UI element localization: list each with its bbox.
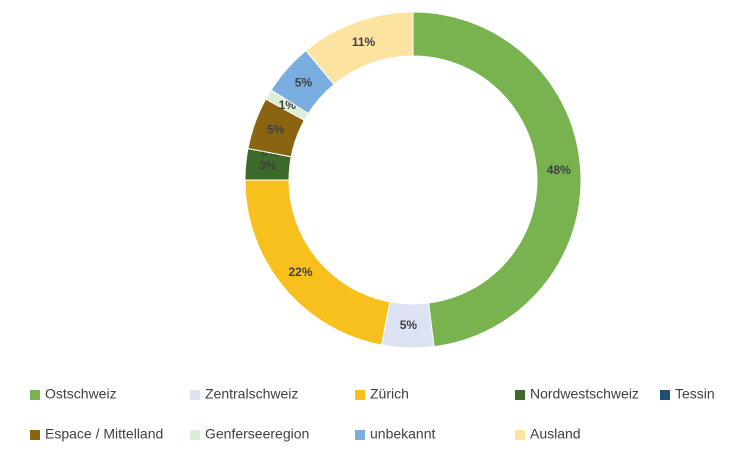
legend-swatch — [515, 390, 525, 400]
data-label: 5% — [400, 318, 418, 332]
legend-swatch — [355, 430, 365, 440]
data-label: 5% — [267, 123, 285, 137]
legend-label: Ostschweiz — [45, 386, 117, 402]
legend-swatch — [30, 430, 40, 440]
legend-swatch — [660, 390, 670, 400]
legend-swatch — [355, 390, 365, 400]
data-label: 5% — [295, 76, 313, 90]
legend-swatch — [515, 430, 525, 440]
legend-label: Nordwestschweiz — [530, 386, 639, 402]
legend-label: Espace / Mittelland — [45, 426, 163, 442]
legend-label: Tessin — [675, 386, 715, 402]
legend-swatch — [190, 430, 200, 440]
legend-label: Zentralschweiz — [205, 386, 298, 402]
donut-segment — [244, 179, 391, 346]
data-label: 11% — [352, 35, 376, 49]
legend-label: Genferseeregion — [205, 426, 309, 442]
data-label: 3% — [259, 158, 277, 172]
donut-segment — [305, 11, 414, 86]
legend-swatch — [190, 390, 200, 400]
data-label: 22% — [288, 265, 312, 279]
legend-label: Zürich — [370, 386, 409, 402]
donut-segment — [412, 11, 582, 348]
legend-swatch — [30, 390, 40, 400]
legend-label: Ausland — [530, 426, 581, 442]
data-label: 48% — [547, 163, 571, 177]
legend-label: unbekannt — [370, 426, 436, 442]
